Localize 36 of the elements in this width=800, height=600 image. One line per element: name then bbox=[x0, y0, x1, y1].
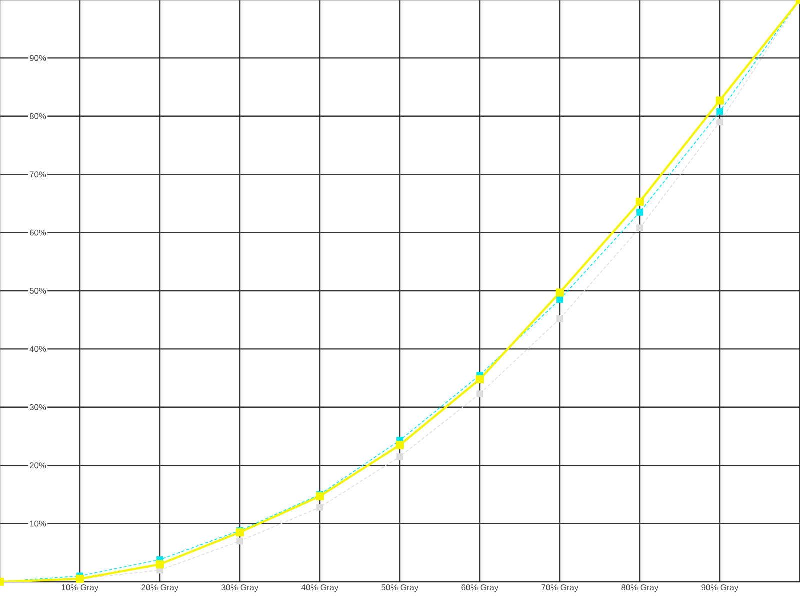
x-tick-label: 30% Gray bbox=[222, 584, 259, 592]
point bbox=[556, 296, 564, 304]
x-tick-label: 20% Gray bbox=[142, 584, 179, 592]
point bbox=[396, 453, 404, 460]
point bbox=[636, 224, 644, 232]
point bbox=[396, 441, 404, 450]
point bbox=[476, 375, 484, 384]
point bbox=[156, 560, 164, 569]
x-tick-label: 40% Gray bbox=[302, 584, 339, 592]
y-tick-label: 50% bbox=[30, 288, 46, 294]
x-tick-label: 80% Gray bbox=[622, 584, 659, 592]
y-tick-label: 60% bbox=[30, 230, 46, 236]
x-tick-label: 10% Gray bbox=[62, 584, 99, 592]
x-tick-label: 90% Gray bbox=[702, 584, 739, 592]
point bbox=[556, 288, 564, 297]
point bbox=[476, 390, 484, 398]
x-tick-label: 60% Gray bbox=[462, 584, 499, 592]
y-tick-label: 20% bbox=[30, 462, 46, 469]
y-tick-label: 70% bbox=[30, 172, 46, 178]
point bbox=[716, 96, 724, 105]
point bbox=[636, 209, 644, 216]
point bbox=[316, 492, 324, 501]
x-tick-label: 70% Gray bbox=[542, 584, 579, 592]
point bbox=[236, 528, 244, 537]
point bbox=[316, 504, 324, 511]
y-tick-label: 40% bbox=[30, 346, 46, 352]
point bbox=[716, 108, 724, 116]
y-tick-label: 80% bbox=[30, 113, 46, 120]
point bbox=[636, 198, 644, 206]
point bbox=[556, 316, 564, 322]
y-tick-label: 30% bbox=[30, 404, 46, 410]
x-tick-label: 50% Gray bbox=[382, 584, 419, 592]
point bbox=[716, 118, 724, 126]
y-tick-label: 90% bbox=[30, 55, 46, 62]
y-tick-label: 10% bbox=[30, 520, 46, 527]
point bbox=[236, 538, 244, 545]
